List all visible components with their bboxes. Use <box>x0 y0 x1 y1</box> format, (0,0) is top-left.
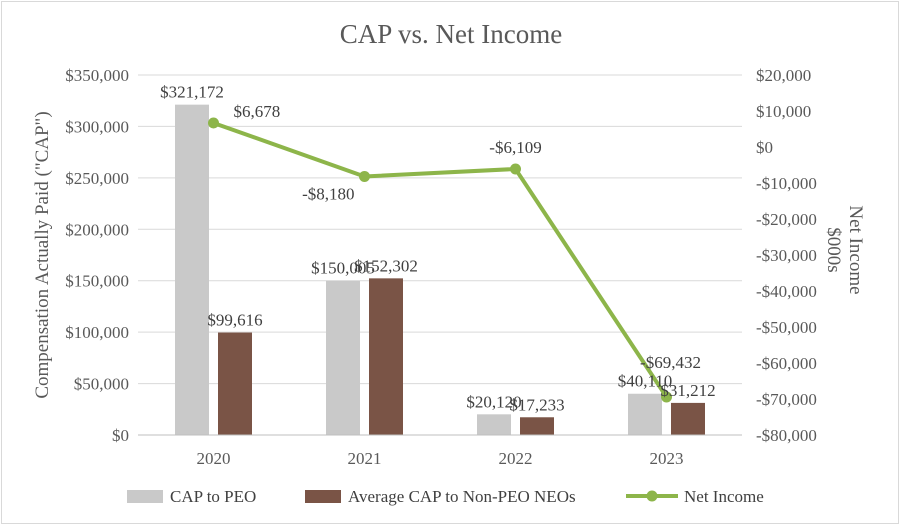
y2-axis-title-line1: Net Income <box>845 205 866 294</box>
bar-data-label: $40,110 <box>618 372 673 391</box>
bar-data-label: $321,172 <box>160 83 224 102</box>
y2-tick-label: -$50,000 <box>756 318 817 337</box>
y2-tick-label: $0 <box>756 138 773 157</box>
bar-avg-cap-non-peo <box>369 278 403 435</box>
net-income-point <box>359 170 370 182</box>
bar-avg-cap-non-peo <box>218 332 252 435</box>
y2-tick-label: -$30,000 <box>756 246 817 265</box>
y-tick-label: $50,000 <box>74 375 129 394</box>
y-tick-label: $300,000 <box>65 117 129 136</box>
bar-data-label: $20,120 <box>466 392 521 411</box>
legend-label-avg-cap-non-peo: Average CAP to Non-PEO NEOs <box>348 487 576 506</box>
y2-tick-label: -$10,000 <box>756 174 817 193</box>
line-data-label: $6,678 <box>234 102 281 121</box>
y-tick-label: $0 <box>112 426 129 445</box>
line-data-label: -$8,180 <box>302 184 354 203</box>
bar-data-label: $99,616 <box>207 311 262 330</box>
x-tick-label: 2022 <box>499 449 533 468</box>
chart-title: CAP vs. Net Income <box>340 19 562 49</box>
bar-cap-to-peo <box>326 280 360 435</box>
net-income-point <box>208 117 219 129</box>
net-income-point <box>661 391 672 403</box>
bar-data-label: $150,005 <box>311 259 375 278</box>
line-data-label: -$6,109 <box>489 138 541 157</box>
legend-label-cap-to-peo: CAP to PEO <box>170 487 256 506</box>
net-income-line <box>212 121 669 399</box>
y-axis-title: Compensation Actually Paid ("CAP") <box>32 111 53 398</box>
bar-data-label: $17,233 <box>509 395 564 414</box>
legend-swatch-cap-to-peo <box>127 490 163 503</box>
legend-label-net-income: Net Income <box>684 487 764 506</box>
net-income-point <box>510 163 521 175</box>
bar-cap-to-peo <box>628 393 662 435</box>
x-tick-label: 2023 <box>650 449 684 468</box>
x-tick-label: 2021 <box>348 449 382 468</box>
y2-tick-label: -$60,000 <box>756 354 817 373</box>
y2-tick-label: -$40,000 <box>756 282 817 301</box>
legend-swatch-net-income-marker <box>646 490 658 502</box>
y-tick-label: $150,000 <box>65 272 129 291</box>
y-tick-label: $200,000 <box>65 220 129 239</box>
bar-avg-cap-non-peo <box>520 417 554 435</box>
y-tick-label: $250,000 <box>65 169 129 188</box>
y2-tick-label: -$20,000 <box>756 210 817 229</box>
line-data-label: -$69,432 <box>640 353 701 372</box>
bar-cap-to-peo <box>175 104 209 435</box>
legend-swatch-avg-cap-non-peo <box>305 490 341 503</box>
y2-tick-label: $20,000 <box>756 66 811 85</box>
y2-tick-label: -$80,000 <box>756 426 817 445</box>
y-tick-label: $100,000 <box>65 323 129 342</box>
bar-data-label: $31,212 <box>660 381 715 400</box>
bar-avg-cap-non-peo <box>671 402 705 435</box>
y2-tick-label: -$70,000 <box>756 390 817 409</box>
y2-tick-label: $10,000 <box>756 102 811 121</box>
x-tick-label: 2020 <box>197 449 231 468</box>
y2-axis-title-line2: $000s <box>823 227 844 272</box>
bar-data-label: $152,302 <box>354 256 418 275</box>
bar-cap-to-peo <box>477 414 511 435</box>
y-tick-label: $350,000 <box>65 66 129 85</box>
